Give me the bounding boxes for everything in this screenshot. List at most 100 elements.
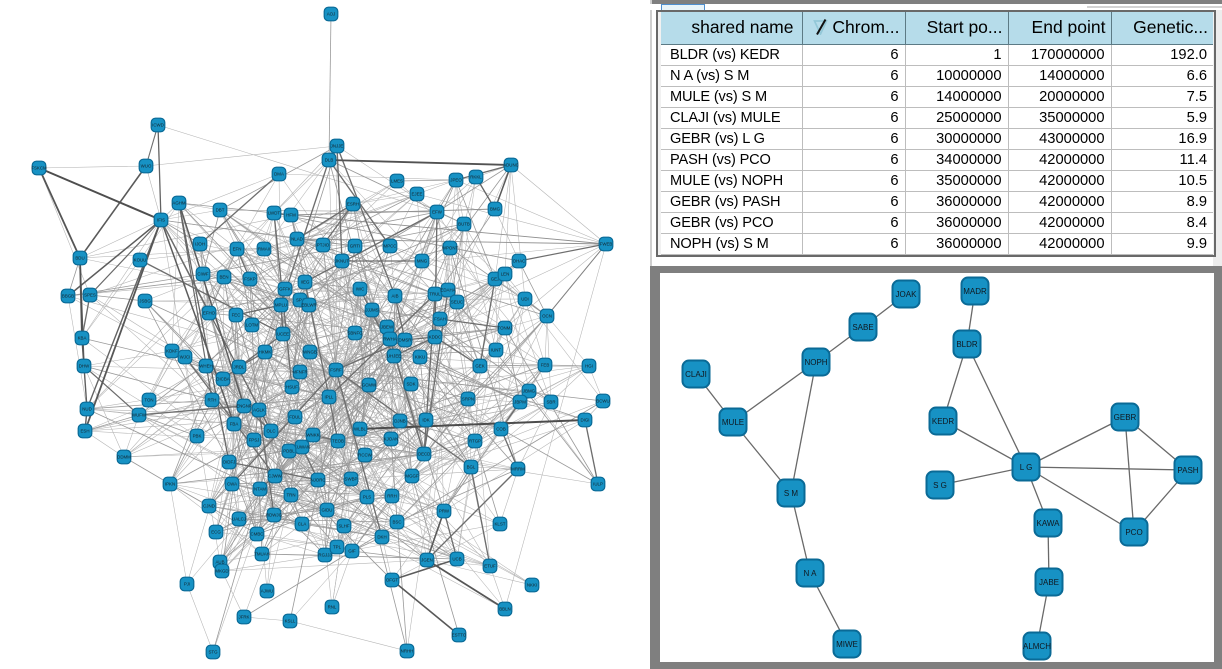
svg-text:KIKU: KIKU (415, 355, 425, 360)
svg-text:TRN: TRN (286, 493, 295, 498)
svg-text:WNKK: WNKK (306, 433, 319, 438)
svg-text:CIWF: CIWF (197, 272, 209, 277)
svg-text:BDU: BDU (75, 256, 84, 261)
svg-text:IPKN: IPKN (165, 482, 175, 487)
svg-text:LMES: LMES (391, 179, 403, 184)
svg-text:EFW: EFW (432, 210, 443, 215)
svg-text:UCEE: UCEE (277, 332, 289, 337)
svg-text:ETUF: ETUF (484, 564, 496, 569)
svg-text:IJOH: IJOH (195, 242, 205, 247)
svg-text:ESTTO: ESTTO (452, 633, 467, 638)
svg-text:OHAC: OHAC (513, 259, 526, 264)
svg-text:ALMCH: ALMCH (1023, 642, 1051, 651)
svg-text:KBA: KBA (78, 336, 87, 341)
svg-text:DMA: DMA (274, 172, 284, 177)
svg-text:RGJJJ: RGJJJ (318, 553, 331, 558)
svg-text:JBMG: JBMG (523, 389, 536, 394)
svg-text:TPL: TPL (333, 545, 342, 550)
svg-text:BSC: BSC (392, 520, 401, 525)
svg-text:WPONT: WPONT (442, 246, 459, 251)
svg-text:FPSJ: FPSJ (249, 438, 260, 443)
svg-text:GFFK: GFFK (279, 287, 291, 292)
svg-text:KJOAN: KJOAN (384, 437, 399, 442)
svg-text:CJWW: CJWW (268, 474, 283, 479)
svg-text:RWHA: RWHA (383, 337, 396, 342)
svg-text:MULE: MULE (722, 418, 744, 427)
svg-text:GEJ: GEJ (491, 277, 500, 282)
svg-text:FDUL: FDUL (289, 415, 301, 420)
svg-text:DHW: DHW (79, 364, 90, 369)
svg-text:JSBG: JSBG (139, 299, 151, 304)
svg-text:CJND: CJND (203, 504, 215, 509)
svg-text:JGEN: JGEN (421, 558, 433, 563)
svg-text:N A: N A (804, 569, 818, 578)
svg-text:KDDC: KDDC (429, 335, 441, 340)
svg-text:OECD: OECD (418, 452, 431, 457)
svg-text:NUD: NUD (82, 407, 92, 412)
svg-text:AGLK: AGLK (253, 408, 265, 413)
svg-text:JOAK: JOAK (896, 290, 918, 299)
svg-text:RTGP: RTGP (469, 439, 481, 444)
svg-text:FEB: FEB (541, 363, 550, 368)
svg-text:JKNUT: JKNUT (335, 259, 349, 264)
svg-text:EFN: EFN (233, 247, 242, 252)
svg-text:SBR: SBR (546, 400, 555, 405)
svg-text:UHJEE: UHJEE (387, 354, 401, 359)
svg-text:WUFW: WUFW (132, 413, 147, 418)
svg-text:RCCW: RCCW (358, 453, 373, 458)
svg-text:JBPM: JBPM (514, 400, 526, 405)
svg-text:ECG: ECG (211, 530, 221, 535)
svg-text:HKMK: HKMK (259, 350, 272, 355)
svg-text:L G: L G (1020, 463, 1033, 472)
svg-text:JPEO: JPEO (450, 178, 462, 183)
svg-text:KAWA: KAWA (1037, 519, 1061, 528)
svg-text:IULP: IULP (593, 482, 603, 487)
svg-text:SRPN: SRPN (462, 397, 474, 402)
svg-text:JJJMS: JJJMS (365, 308, 378, 313)
svg-text:TMUAH: TMUAH (254, 552, 270, 557)
svg-text:GEBR: GEBR (1114, 413, 1137, 422)
svg-text:NKKI: NKKI (527, 583, 537, 588)
svg-text:AOJ: AOJ (327, 12, 336, 17)
svg-text:OLC: OLC (266, 429, 275, 434)
svg-text:TON: TON (144, 398, 153, 403)
svg-text:WLBL: WLBL (354, 427, 367, 432)
svg-text:BBGB: BBGB (62, 294, 74, 299)
svg-text:FSKCM: FSKCM (31, 166, 47, 171)
svg-text:S M: S M (784, 489, 799, 498)
svg-text:BEN: BEN (219, 275, 228, 280)
svg-text:OIDFJ: OIDFJ (223, 460, 236, 465)
svg-text:PBK: PBK (193, 434, 202, 439)
svg-text:BLDR: BLDR (956, 340, 978, 349)
svg-text:PTJIO: PTJIO (317, 243, 330, 248)
svg-text:BUTB: BUTB (458, 222, 470, 227)
svg-text:FEC: FEC (232, 313, 241, 318)
svg-text:SEUC: SEUC (451, 300, 463, 305)
svg-text:RNL: RNL (328, 605, 337, 610)
svg-text:PLS: PLS (363, 495, 371, 500)
svg-text:NLAD: NLAD (291, 237, 303, 242)
svg-text:UDI: UDI (521, 297, 529, 302)
svg-text:UALCJ: UALCJ (232, 517, 246, 522)
svg-text:GCMW: GCMW (362, 383, 377, 388)
svg-text:DLB: DLB (325, 158, 334, 163)
svg-text:IWC: IWC (356, 287, 365, 292)
svg-text:MPLU: MPLU (275, 303, 287, 308)
svg-text:OCN: OCN (542, 314, 552, 319)
svg-text:MFNFR: MFNFR (292, 370, 307, 375)
svg-text:FBA: FBA (230, 422, 239, 427)
svg-text:AIB: AIB (391, 294, 398, 299)
svg-text:ESRH: ESRH (347, 202, 359, 207)
svg-text:DKH: DKH (377, 535, 386, 540)
svg-text:SBNFO: SBNFO (347, 331, 363, 336)
svg-text:OFGT: OFGT (386, 578, 399, 583)
svg-text:KEDR: KEDR (932, 417, 954, 426)
svg-text:ADUNC: ADUNC (503, 163, 519, 168)
svg-text:SPJ: SPJ (296, 298, 304, 303)
svg-text:DMSR: DMSR (399, 338, 412, 343)
svg-text:DJNB: DJNB (394, 419, 406, 424)
svg-text:PRW: PRW (439, 509, 450, 514)
svg-text:WNGB: WNGB (303, 350, 317, 355)
svg-text:MNG: MNG (417, 259, 428, 264)
svg-text:GIDU: GIDU (322, 508, 333, 513)
